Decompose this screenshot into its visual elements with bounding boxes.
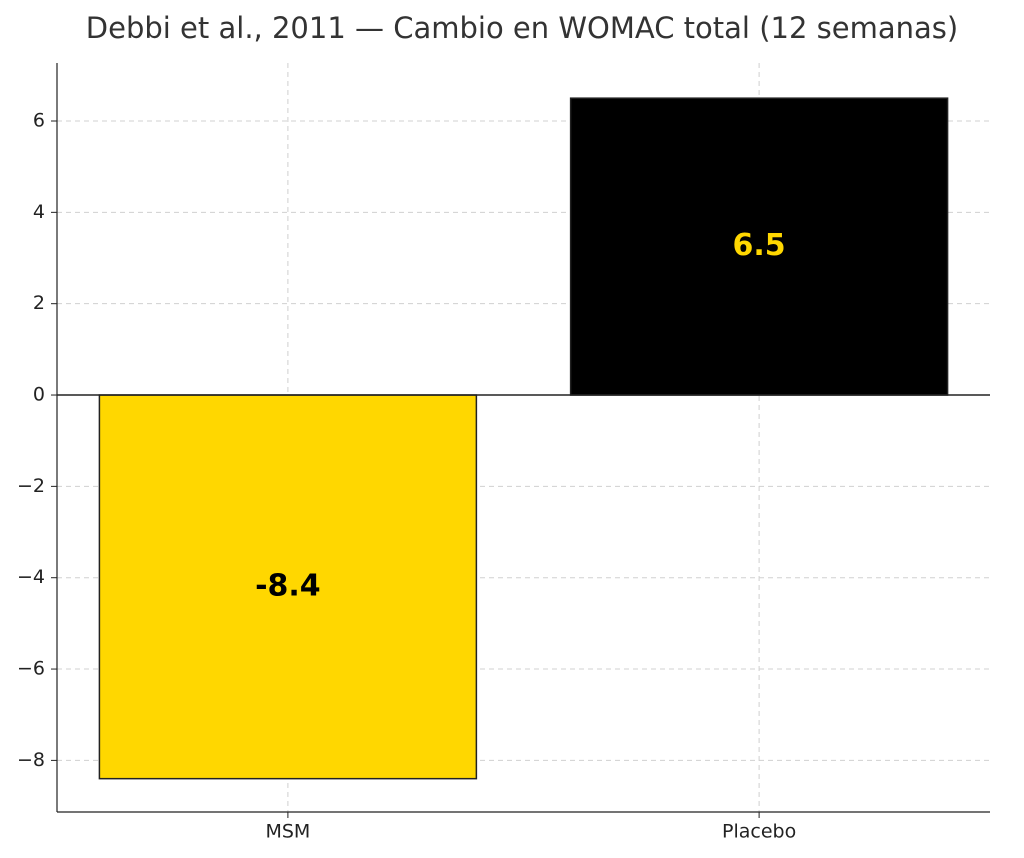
y-tick-label: −8 — [17, 749, 45, 771]
y-tick-label: −6 — [17, 658, 45, 680]
x-tick-label: MSM — [265, 821, 310, 843]
y-tick-label: 4 — [33, 201, 45, 223]
y-tick-label: −2 — [17, 475, 45, 497]
value-label: 6.5 — [733, 228, 786, 263]
y-tick-label: −4 — [17, 566, 45, 588]
bar — [569, 97, 949, 396]
y-tick-label: 0 — [33, 384, 45, 406]
y-tick-label: 6 — [33, 110, 45, 132]
bar — [98, 394, 478, 780]
x-tick-label: Placebo — [722, 821, 796, 843]
y-tick-label: 2 — [33, 292, 45, 314]
value-label: -8.4 — [255, 568, 321, 603]
chart-title: Debbi et al., 2011 — Cambio en WOMAC tot… — [86, 11, 958, 45]
